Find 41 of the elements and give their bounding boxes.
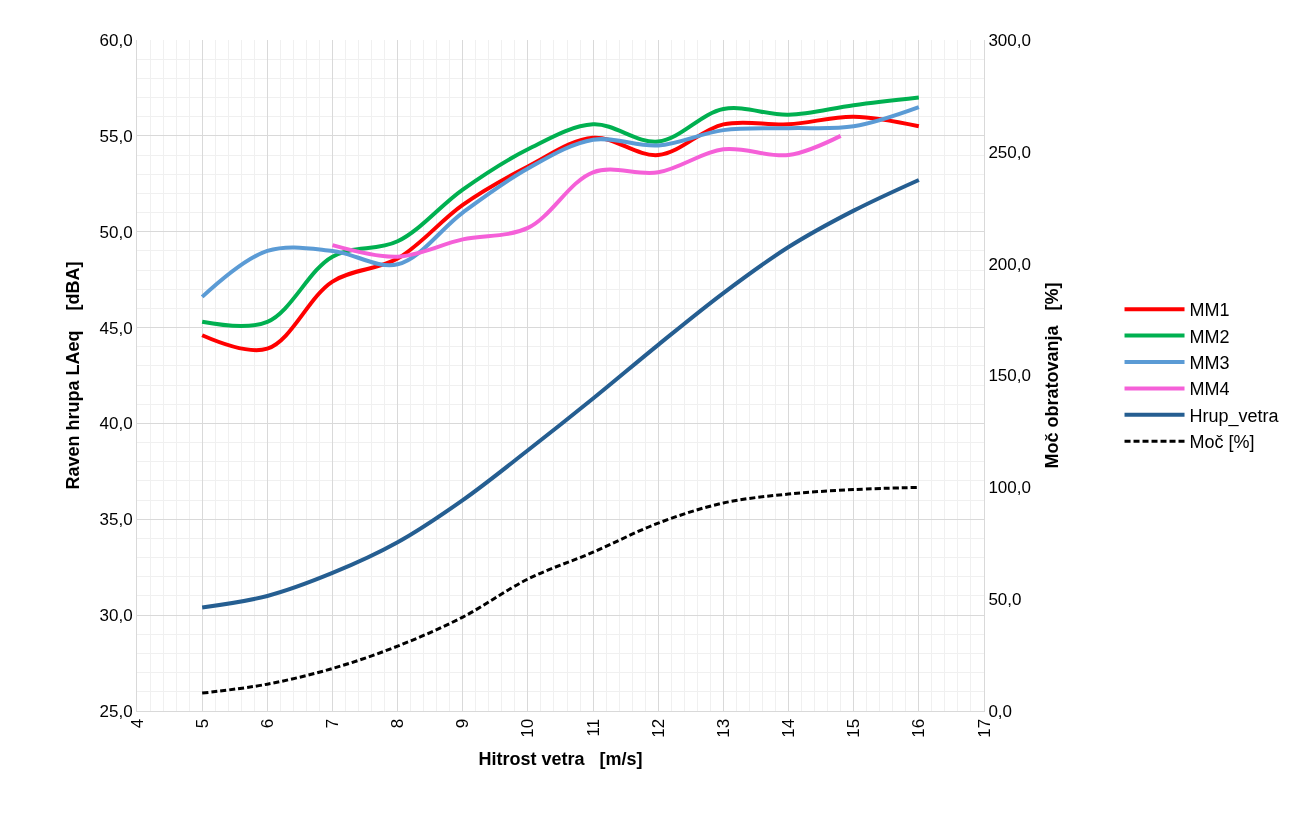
- x-tick-label: 9: [453, 718, 473, 729]
- y2-tick-label: 0,0: [988, 701, 1013, 721]
- y-tick-label: 50,0: [99, 222, 133, 242]
- line-series: [330, 133, 843, 259]
- x-tick-label: 10: [518, 718, 538, 738]
- x-tick-label: 11: [583, 718, 603, 737]
- y-axis-title: Raven hrupa LAeq [dBA]: [62, 261, 83, 490]
- x-tick-label: 4: [127, 718, 147, 729]
- x-tick-label: 8: [388, 718, 408, 729]
- x-tick-label: 14: [779, 718, 799, 738]
- x-tick-label: 16: [909, 718, 929, 738]
- y-tick-label: 35,0: [99, 510, 133, 530]
- x-axis-title: Hitrost vetra [m/s]: [478, 748, 643, 769]
- x-tick-label: 7: [322, 718, 342, 729]
- x-tick-label: 13: [713, 718, 733, 738]
- legend-label: MM4: [1189, 379, 1230, 400]
- y2-tick-label: 300,0: [988, 30, 1031, 50]
- y-tick-label: 45,0: [99, 318, 133, 338]
- line-series: [200, 177, 921, 610]
- x-tick-label: 12: [648, 718, 668, 738]
- y2-tick-label: 100,0: [988, 478, 1031, 498]
- y2-tick-label: 250,0: [988, 142, 1031, 162]
- y-tick-label: 25,0: [99, 701, 133, 721]
- y2-tick-label: 200,0: [988, 254, 1031, 274]
- x-tick-label: 15: [844, 718, 864, 738]
- y-tick-label: 55,0: [99, 126, 133, 146]
- y-tick-label: 40,0: [99, 414, 133, 434]
- legend-label: MM2: [1189, 326, 1230, 347]
- x-tick-label: 6: [257, 718, 277, 729]
- y2-axis-title: Moč obratovanja [%]: [1042, 282, 1063, 469]
- y-tick-label: 30,0: [99, 606, 133, 626]
- y-tick-label: 60,0: [99, 30, 133, 50]
- line-series: [200, 105, 921, 299]
- y2-tick-label: 50,0: [988, 590, 1022, 610]
- legend-label: MM3: [1189, 353, 1230, 374]
- legend-label: MM1: [1189, 300, 1230, 321]
- x-tick-label: 5: [192, 718, 212, 729]
- y2-tick-label: 150,0: [988, 366, 1031, 386]
- x-tick-label: 17: [974, 718, 994, 738]
- legend-label: Moč [%]: [1189, 432, 1255, 453]
- legend-label: Hrup_vetra: [1189, 405, 1280, 427]
